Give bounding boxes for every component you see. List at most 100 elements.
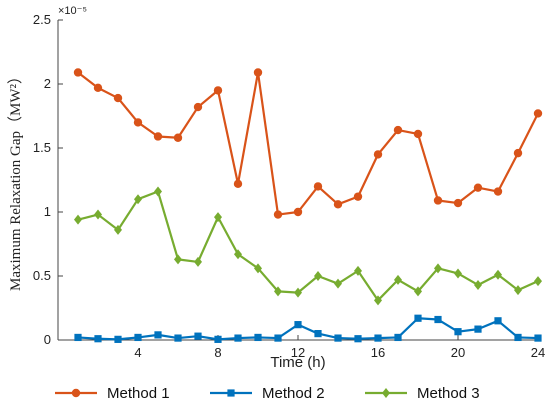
data-point: [113, 93, 123, 103]
series-line: [77, 190, 539, 302]
data-point: [374, 334, 382, 342]
data-point: [414, 314, 422, 322]
data-point: [94, 209, 102, 220]
data-point: [233, 179, 243, 189]
data-point: [174, 334, 182, 342]
legend-marker: [227, 389, 235, 397]
data-point: [494, 317, 502, 325]
data-point: [293, 207, 303, 217]
data-point: [314, 330, 322, 338]
y-tick-label: 0: [44, 332, 51, 347]
data-point: [373, 150, 383, 159]
data-point: [213, 86, 223, 95]
data-point: [393, 125, 403, 135]
y-tick-label: 0.5: [33, 268, 51, 283]
data-point: [234, 334, 242, 342]
data-point: [234, 249, 242, 260]
data-point: [314, 271, 322, 281]
data-point: [294, 321, 302, 329]
x-ticks: 4 8 12 16 20 24: [134, 335, 545, 360]
legend-label: Method 3: [417, 385, 480, 402]
data-point: [273, 210, 283, 219]
data-point: [493, 187, 503, 196]
data-point: [333, 200, 343, 209]
legend-item: Method 3: [365, 385, 480, 402]
data-point: [93, 83, 103, 93]
data-point: [433, 196, 443, 205]
series-1: [73, 68, 543, 219]
data-point: [534, 334, 542, 342]
data-point: [134, 194, 142, 205]
series-layer: [73, 68, 543, 343]
data-point: [474, 325, 482, 333]
data-point: [353, 192, 363, 201]
data-point: [494, 269, 502, 280]
data-point: [253, 68, 263, 77]
data-point: [413, 129, 423, 139]
data-point: [174, 254, 182, 265]
y-tick-label: 1: [44, 204, 51, 219]
data-point: [374, 295, 382, 306]
series-line: [77, 71, 539, 216]
data-point: [194, 332, 202, 340]
data-point: [513, 148, 523, 158]
data-point: [74, 333, 82, 342]
data-point: [454, 268, 462, 279]
data-point: [173, 133, 183, 142]
x-tick-label: 16: [371, 345, 385, 360]
data-point: [434, 315, 442, 324]
data-point: [514, 285, 522, 296]
data-point: [294, 287, 302, 298]
legend-item: Method 1: [55, 385, 170, 402]
x-tick-label: 20: [451, 345, 465, 360]
data-point: [254, 263, 262, 274]
data-point: [334, 278, 342, 289]
data-point: [354, 265, 362, 276]
series-line: [77, 317, 539, 341]
data-point: [414, 286, 422, 297]
data-point: [533, 109, 543, 118]
legend-label: Method 1: [107, 385, 170, 402]
legend: Method 1 Method 2 Method 3: [55, 385, 480, 402]
data-point: [354, 335, 362, 343]
data-point: [154, 331, 162, 339]
legend-marker: [382, 388, 390, 398]
data-point: [473, 183, 483, 192]
data-point: [334, 334, 342, 342]
x-tick-label: 12: [291, 345, 305, 360]
data-point: [114, 224, 122, 235]
data-point: [274, 286, 282, 297]
y-axis-multiplier: ×10⁻⁵: [58, 5, 87, 17]
data-point: [114, 335, 122, 343]
data-point: [134, 333, 142, 342]
data-point: [73, 68, 83, 77]
data-point: [453, 198, 463, 208]
legend-marker: [71, 388, 81, 398]
x-tick-label: 8: [214, 345, 221, 360]
data-point: [214, 212, 222, 223]
series-2: [74, 314, 542, 343]
legend-label: Method 2: [262, 385, 325, 402]
data-point: [474, 279, 482, 290]
y-axis-label: Maximum Relaxation Gap（MW²）: [7, 69, 24, 291]
data-point: [434, 263, 442, 274]
x-axis-label: Time (h): [270, 354, 325, 371]
data-point: [254, 333, 262, 342]
data-point: [454, 328, 462, 336]
data-point: [214, 335, 222, 343]
data-point: [274, 334, 282, 342]
x-tick-label: 24: [531, 345, 545, 360]
data-point: [394, 274, 402, 285]
data-point: [74, 214, 82, 225]
data-point: [514, 333, 522, 342]
y-tick-label: 2.5: [33, 12, 51, 27]
data-point: [394, 333, 402, 342]
data-point: [94, 335, 102, 343]
data-point: [133, 118, 143, 127]
y-ticks: 0 0.5 1 1.5 2 2.5: [33, 12, 63, 347]
y-tick-label: 1.5: [33, 140, 51, 155]
legend-item: Method 2: [210, 385, 325, 402]
data-point: [194, 256, 202, 267]
data-point: [153, 132, 163, 141]
